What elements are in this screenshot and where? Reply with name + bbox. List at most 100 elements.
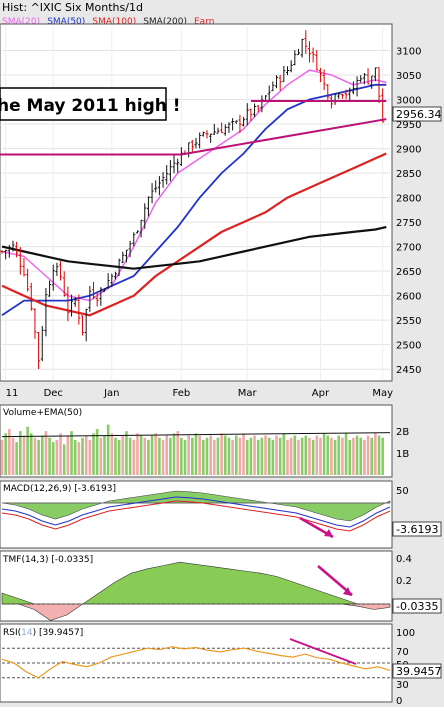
volume-bar [267,437,271,475]
volume-bar [344,433,348,475]
volume-bar [359,437,363,475]
tmf-last-box [392,598,442,614]
volume-bar [99,437,103,475]
volume-bar [66,435,70,475]
volume-bar [95,428,99,475]
volume-bar [29,433,33,475]
volume-bar [366,435,370,475]
legend-item: SMA(200) [143,17,187,27]
volume-bar [139,435,143,475]
volume-bar [234,435,238,475]
volume-bar [242,433,245,475]
volume-bar [326,435,330,475]
volume-bar [381,437,384,475]
rsi-body [1,638,391,679]
volume-bar [264,435,267,475]
x-tick-label: 11 [6,388,19,399]
volume-bar [169,437,172,475]
volume-bar [88,439,92,475]
volume-bar [330,437,333,475]
volume-bar [125,431,128,475]
volume-bar [213,439,216,475]
macd-body [1,490,391,539]
y-tick-label: 2800 [396,194,421,205]
volume-bar [121,435,125,475]
y-tick-label: 3050 [396,71,421,82]
y-tick-label: 2650 [396,267,421,278]
y-tick-label: 2850 [396,169,421,180]
volume-bar [205,437,209,475]
annotation-box [0,87,167,121]
macd-last-box [392,521,442,537]
last-price-label: 2956.34 [396,108,442,121]
legend-item: SMA(100) [92,17,136,27]
tmf-tick: 0.4 [396,554,412,565]
macd-signal-line [1,500,391,532]
volume-bar [187,435,190,475]
y-tick-label: 3000 [396,96,421,107]
x-tick-label: Mar [238,388,258,399]
tmf-last-value: -0.0335 [396,600,438,613]
volume-bar [11,437,15,475]
trendline [181,118,387,156]
rsi-title: RSI(14) [39.9457] [3,628,83,638]
volume-bar [223,435,227,475]
chart-title: Hist: ^IXIC Six Months/1d [2,1,143,14]
volume-bar [154,433,158,475]
volume-bar [275,435,278,475]
x-tick-label: Jan [103,388,119,399]
volume-bar [15,442,18,475]
rsi-last-value: 39.9457 [396,665,442,678]
volume-bar [110,433,114,475]
volume-bar [238,437,242,475]
volume-bar [8,428,11,475]
x-tick-label: May [372,388,393,399]
price-y-axis: 2450 2500 2550 2600 2650 2700 2750 2800 2850 2900… [396,47,421,377]
volume-bar [282,433,286,475]
volume-bar [256,439,260,475]
volume-bar [73,439,77,475]
divergence-line [289,638,357,665]
y-tick-label: 2500 [396,341,421,352]
legend-item: Earn [194,17,214,27]
volume-ema-line [1,432,391,438]
volume-bar [103,435,106,475]
volume-bar [77,442,81,475]
volume-bar [165,435,169,475]
volume-bar [40,435,44,475]
volume-bar [128,437,132,475]
tmf-tick: 0.2 [396,576,412,587]
volume-bar [4,433,7,475]
volume-bar [245,439,249,475]
volume-bar [278,437,282,475]
volume-bar [209,435,212,475]
tmf-y-axis: 0.4 0.2 -0.0335 [392,554,442,614]
x-tick-label: Feb [172,388,190,399]
y-tick-label: 2450 [396,365,421,376]
volume-bar [183,439,187,475]
volume-bar [322,433,326,475]
volume-bar [253,435,256,475]
volume-bar [180,437,183,475]
volume-bar [37,439,40,475]
volume-bar [161,439,165,475]
volume-bar [289,437,293,475]
volume-bar [172,433,176,475]
volume-bar [70,431,73,475]
tmf-body [1,561,391,621]
volume-bar [355,435,359,475]
volume-bar [202,439,205,475]
y-tick-label: 2950 [396,120,421,131]
volume-bar [117,439,121,475]
y-tick-label: 2550 [396,316,421,327]
macd-tick: 50 [396,486,409,497]
y-tick-label: 3100 [396,47,421,58]
volume-y-axis: 2B 1B [396,427,409,460]
volume-bar [293,435,297,475]
volume-bar [374,433,377,475]
volume-bar [337,435,341,475]
legend-item: SMA(20) [2,17,40,27]
price-x-axis: 11 Dec Jan Feb Mar Apr May [6,388,393,399]
volume-bar [143,437,147,475]
volume-bar [319,437,322,475]
